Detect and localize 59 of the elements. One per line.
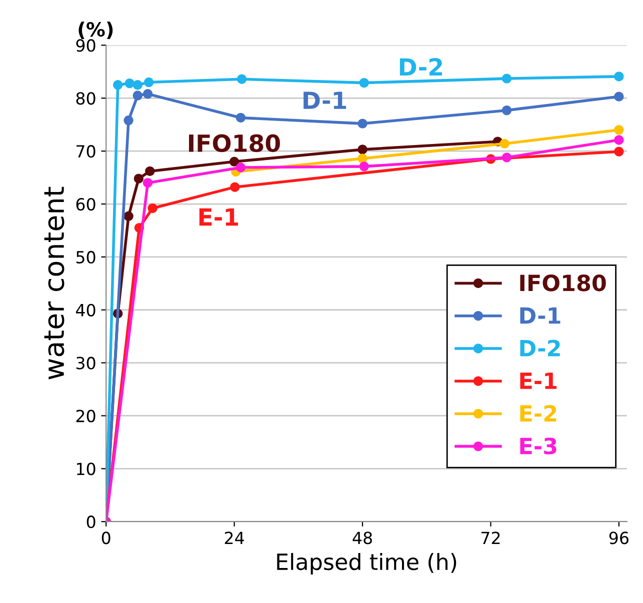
point: [144, 77, 154, 88]
annotation: D-1: [304, 92, 346, 109]
x-tick-label: 48: [352, 532, 372, 544]
annotation: E-1: [199, 208, 238, 226]
x-tick-label: 0: [102, 532, 110, 544]
legend-label: E-1: [520, 372, 557, 389]
point: [502, 152, 512, 162]
annotation: D-2: [400, 58, 442, 76]
point: [229, 156, 240, 167]
point: [142, 178, 153, 188]
y-tick-label: 60: [76, 198, 96, 211]
legend-label: E-2: [520, 404, 556, 422]
point: [502, 74, 512, 84]
point: [358, 144, 368, 154]
point: [145, 166, 155, 176]
point: [614, 135, 624, 145]
text: (%): [78, 22, 113, 39]
point: [614, 125, 624, 135]
y-tick-label: 90: [76, 39, 96, 52]
point: [500, 138, 510, 149]
point: [142, 89, 153, 99]
y-tick-label: 70: [76, 145, 96, 158]
x-tick-label: 96: [609, 532, 628, 544]
x-axis-title: Elapsed time (h): [277, 553, 456, 575]
point: [236, 112, 246, 123]
point: [358, 154, 368, 164]
point: [124, 116, 134, 126]
point: [359, 162, 369, 172]
y-tick-label: 0: [86, 516, 96, 528]
y-tick-label: 50: [76, 250, 96, 264]
point: [614, 72, 624, 82]
annotation: IFO180: [188, 134, 280, 152]
legend-label: E-3: [520, 438, 556, 454]
point: [614, 92, 624, 102]
x-tick-label: 24: [224, 532, 244, 544]
point: [358, 118, 368, 128]
point: [359, 78, 369, 88]
point: [236, 162, 246, 172]
point: [132, 80, 142, 90]
y-tick-label: 10: [76, 462, 96, 476]
y-tick-label: 30: [76, 356, 96, 370]
point: [124, 211, 134, 222]
point: [230, 182, 240, 192]
point: [112, 80, 123, 90]
point: [134, 174, 144, 184]
x-tick-label: 72: [481, 532, 500, 544]
legend-label: D-2: [520, 340, 560, 356]
y-tick-label: 40: [76, 304, 96, 316]
point: [614, 146, 624, 156]
point: [132, 90, 142, 100]
point: [124, 78, 134, 88]
y-tick-label: 80: [76, 92, 96, 105]
y-tick-label: 20: [76, 410, 96, 422]
y-axis-title: water content: [44, 186, 64, 380]
point: [148, 203, 158, 214]
point: [502, 105, 512, 116]
legend-label: IFO180: [520, 274, 606, 292]
legend-label: D-1: [520, 307, 560, 324]
point: [236, 74, 247, 84]
